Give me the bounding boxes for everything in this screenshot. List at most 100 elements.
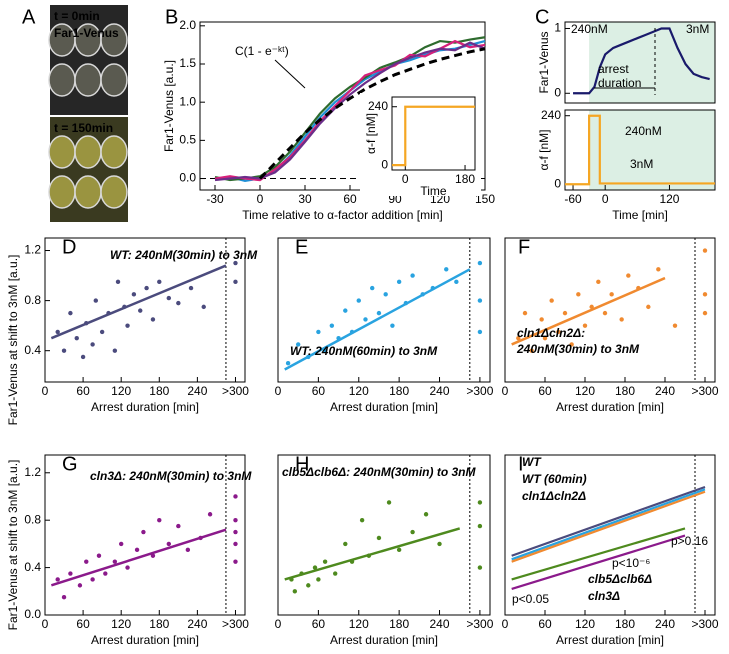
data-point: [376, 535, 382, 541]
panel-label: A: [22, 6, 36, 28]
legend-label: WT: [522, 455, 542, 469]
panel-title: clb5Δclb6Δ: 240nM(30min) to 3nM: [282, 465, 476, 479]
data-point: [295, 342, 301, 347]
cell: [100, 63, 128, 97]
panel-label: H: [295, 453, 309, 475]
x-tick-label: >300: [222, 384, 249, 398]
data-point: [329, 323, 335, 328]
data-point: [68, 310, 73, 316]
data-point: [176, 300, 181, 306]
data-point: [437, 541, 442, 547]
data-point: [477, 329, 483, 335]
data-point: [61, 348, 67, 353]
cell: [74, 175, 102, 209]
cell: [100, 135, 128, 169]
frame-caption: Far1-Venus: [54, 26, 119, 40]
y-tick-label: 0: [381, 157, 388, 171]
data-point: [569, 342, 574, 347]
data-point: [144, 285, 149, 291]
annotation-arrow: [274, 59, 306, 89]
x-tick-label: 0: [275, 384, 282, 398]
x-tick-label: 180: [149, 384, 169, 398]
x-tick-label: 0: [257, 192, 264, 206]
panel-title: cln3Δ: 240nM(30min) to 3nM: [90, 469, 252, 483]
fit-line: [50, 264, 227, 340]
cell: [74, 135, 102, 169]
y-tick-label: 1: [554, 21, 561, 35]
highlight-region: [589, 22, 715, 103]
x-axis-label: Arrest duration [min]: [556, 633, 664, 647]
y-tick-label: 0.0: [179, 171, 196, 185]
x-tick-label: >300: [222, 617, 249, 631]
plot-frame: [504, 237, 716, 383]
plot-frame: [277, 237, 491, 383]
data-point: [370, 285, 375, 291]
x-tick-label: 120: [111, 617, 131, 631]
data-point: [542, 335, 548, 341]
data-point: [477, 565, 483, 570]
x-axis-label: Arrest duration [min]: [330, 633, 438, 647]
data-point: [233, 260, 238, 266]
data-point: [609, 292, 614, 297]
data-line: [392, 105, 475, 167]
x-tick-label: 180: [389, 617, 409, 631]
data-point: [390, 323, 395, 328]
data-point: [477, 523, 483, 529]
x-tick-label: >300: [691, 384, 718, 398]
data-line: [573, 27, 710, 95]
data-point: [112, 559, 118, 564]
data-point: [55, 577, 60, 582]
x-tick-label: 0: [602, 192, 609, 206]
legend-label: clb5Δclb6Δ: [588, 572, 652, 586]
x-tick-label: 120: [659, 192, 679, 206]
data-point: [619, 317, 624, 322]
y-tick-label: 1.2: [24, 465, 41, 479]
frame-time: t = 0min: [54, 9, 100, 23]
inset-bg: [360, 93, 481, 196]
data-point: [386, 500, 392, 505]
data-point: [702, 248, 708, 253]
x-tick-label: 240: [430, 617, 450, 631]
data-point: [702, 310, 708, 316]
annotation: arrest: [598, 62, 629, 76]
fit-annotation: C(1 - e⁻ᵏᵗ): [235, 44, 289, 58]
data-point: [396, 547, 402, 553]
data-line: [258, 47, 486, 180]
data-point: [185, 547, 191, 553]
data-point: [141, 529, 146, 535]
data-point: [556, 329, 561, 335]
data-point: [90, 342, 95, 347]
data-point: [96, 553, 102, 558]
x-axis-label: Arrest duration [min]: [330, 400, 438, 414]
panel-label: G: [62, 453, 78, 475]
x-axis-label: Time: [420, 184, 447, 198]
data-point: [596, 279, 601, 285]
y-tick-label: 240: [541, 108, 561, 122]
data-point: [112, 348, 118, 353]
panel-title: 240nM(30min) to 3nM: [516, 342, 640, 356]
x-tick-label: 60: [312, 617, 326, 631]
x-tick-label: 60: [343, 192, 357, 206]
highlight-region: [589, 110, 715, 190]
data-point: [233, 559, 238, 564]
data-point: [306, 583, 311, 588]
data-point: [166, 541, 172, 547]
x-tick-label: 60: [538, 384, 552, 398]
data-point: [233, 279, 238, 285]
x-tick-label: 30: [298, 192, 312, 206]
data-point: [188, 285, 194, 291]
data-point: [233, 494, 238, 499]
panel-title: WT: 240nM(30min) to 3nM: [110, 248, 258, 262]
data-point: [292, 589, 298, 594]
x-tick-label: 0: [42, 617, 49, 631]
data-point: [93, 298, 98, 303]
y-tick-label: 0.4: [24, 560, 41, 574]
x-tick-label: 240: [187, 617, 207, 631]
y-tick-label: 1.0: [179, 94, 196, 108]
data-point: [656, 267, 661, 272]
data-point: [166, 295, 172, 301]
plot-frame: [44, 454, 246, 616]
panel-title: WT: 240nM(60min) to 3nM: [290, 344, 438, 358]
data-point: [522, 310, 528, 316]
frame-time: t = 150min: [54, 121, 113, 135]
